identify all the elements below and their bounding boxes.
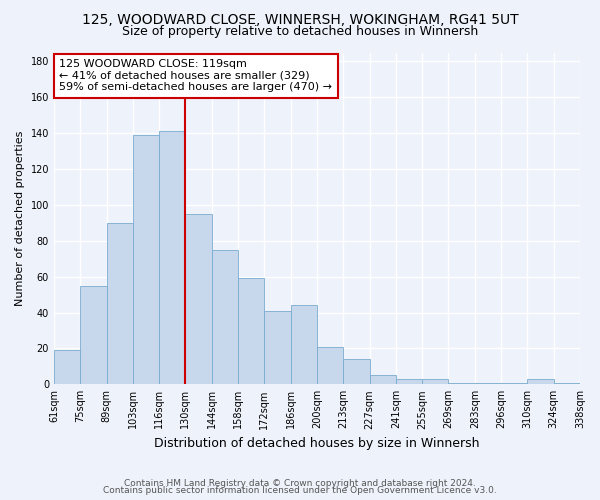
X-axis label: Distribution of detached houses by size in Winnersh: Distribution of detached houses by size …: [154, 437, 480, 450]
Bar: [290, 306, 317, 384]
Bar: [107, 223, 133, 384]
Bar: [448, 382, 475, 384]
Y-axis label: Number of detached properties: Number of detached properties: [15, 130, 25, 306]
Bar: [501, 382, 527, 384]
Bar: [422, 379, 448, 384]
Text: 125 WOODWARD CLOSE: 119sqm
← 41% of detached houses are smaller (329)
59% of sem: 125 WOODWARD CLOSE: 119sqm ← 41% of deta…: [59, 59, 332, 92]
Bar: [212, 250, 238, 384]
Text: 125, WOODWARD CLOSE, WINNERSH, WOKINGHAM, RG41 5UT: 125, WOODWARD CLOSE, WINNERSH, WOKINGHAM…: [82, 12, 518, 26]
Bar: [133, 135, 159, 384]
Bar: [54, 350, 80, 384]
Text: Contains public sector information licensed under the Open Government Licence v3: Contains public sector information licen…: [103, 486, 497, 495]
Bar: [370, 376, 396, 384]
Text: Size of property relative to detached houses in Winnersh: Size of property relative to detached ho…: [122, 25, 478, 38]
Bar: [554, 382, 580, 384]
Bar: [185, 214, 212, 384]
Text: Contains HM Land Registry data © Crown copyright and database right 2024.: Contains HM Land Registry data © Crown c…: [124, 478, 476, 488]
Bar: [396, 379, 422, 384]
Bar: [527, 379, 554, 384]
Bar: [238, 278, 265, 384]
Bar: [159, 132, 185, 384]
Bar: [80, 286, 107, 384]
Bar: [317, 346, 343, 385]
Bar: [265, 311, 290, 384]
Bar: [475, 382, 501, 384]
Bar: [343, 359, 370, 384]
